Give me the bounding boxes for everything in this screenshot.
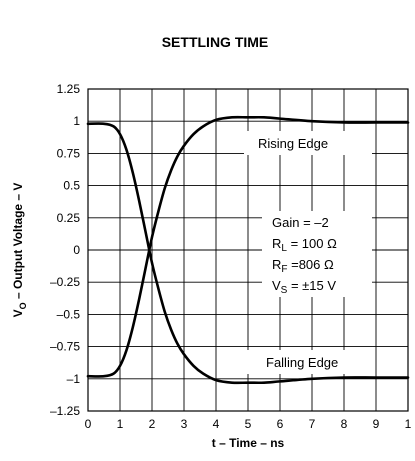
x-tick-label-2: 2: [149, 417, 156, 431]
series-group: [86, 115, 410, 385]
vs-sub: S: [281, 285, 288, 296]
rl-main: R: [272, 236, 281, 251]
y-tick-label-4: 0.25: [57, 211, 81, 225]
y-tick-label-7: –0.5: [57, 307, 81, 321]
rf-sub: F: [281, 264, 287, 275]
rf-label: RF =806 Ω: [272, 257, 334, 275]
x-tick-labels: 0 1 2 3 4 5 6 7 8 9 1: [85, 417, 412, 431]
y-tick-label-6: –0.25: [50, 275, 80, 289]
y-axis-label-rest: – Output Voltage – V: [11, 183, 25, 303]
rf-main: R: [272, 257, 281, 272]
vs-label: VS = ±15 V: [272, 278, 336, 296]
x-tick-label-1: 1: [117, 417, 124, 431]
chart-title: SETTLING TIME: [162, 34, 269, 50]
y-axis-label-main: V: [11, 309, 25, 317]
y-tick-labels: 1.25 1 0.75 0.5 0.25 0 –0.25 –0.5 –0.75 –1 –1.25: [50, 82, 80, 418]
x-tick-label-7: 7: [309, 417, 316, 431]
x-tick-label-4: 4: [213, 417, 220, 431]
y-tick-label-10: –1.25: [50, 404, 80, 418]
series-line-falling-edge: [86, 122, 410, 385]
rising-label-box: [244, 131, 372, 155]
rl-label: RL = 100 Ω: [272, 236, 337, 254]
x-tick-label-10: 1: [405, 417, 412, 431]
falling-label-box: [244, 350, 372, 374]
rl-sub: L: [281, 243, 287, 254]
x-tick-label-0: 0: [85, 417, 92, 431]
series-line-rising-edge: [86, 115, 410, 378]
rising-edge-label: Rising Edge: [258, 136, 328, 151]
gain-label: Gain = –2: [272, 215, 329, 230]
x-tick-label-9: 9: [373, 417, 380, 431]
x-tick-label-3: 3: [181, 417, 188, 431]
plot-frame: [87, 88, 409, 412]
y-tick-label-9: –1: [67, 372, 81, 386]
y-tick-label-3: 0.5: [63, 179, 80, 193]
x-tick-label-8: 8: [341, 417, 348, 431]
y-tick-label-8: –0.75: [50, 340, 80, 354]
x-axis-label: t – Time – ns: [212, 436, 285, 450]
y-axis-label: VO – Output Voltage – V: [11, 183, 28, 318]
y-tick-label-1: 1: [73, 114, 80, 128]
y-tick-label-2: 0.75: [57, 146, 81, 160]
rf-rest: =806 Ω: [288, 257, 335, 272]
falling-edge-label: Falling Edge: [266, 355, 338, 370]
vs-main: V: [272, 278, 281, 293]
y-axis-label-sub: O: [18, 302, 28, 309]
x-tick-label-6: 6: [277, 417, 284, 431]
rl-rest: = 100 Ω: [287, 236, 337, 251]
y-tick-label-0: 1.25: [57, 82, 81, 96]
vs-rest: = ±15 V: [287, 278, 336, 293]
params-box: [262, 211, 372, 297]
y-tick-label-5: 0: [73, 243, 80, 257]
x-tick-label-5: 5: [245, 417, 252, 431]
